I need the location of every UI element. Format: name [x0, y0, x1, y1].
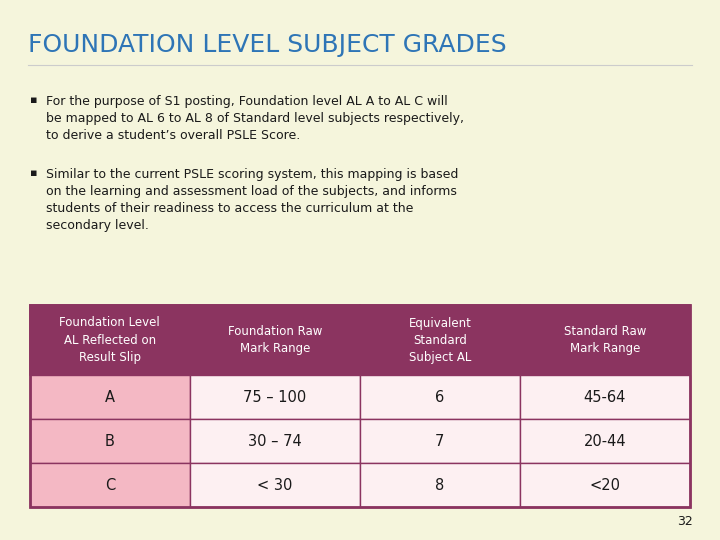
Text: students of their readiness to access the curriculum at the: students of their readiness to access th… — [46, 202, 413, 215]
Text: Standard Raw
Mark Range: Standard Raw Mark Range — [564, 325, 646, 355]
Bar — [520, 305, 690, 375]
Text: ▪: ▪ — [30, 95, 37, 105]
Text: 6: 6 — [435, 389, 444, 404]
Text: For the purpose of S1 posting, Foundation level AL A to AL C will: For the purpose of S1 posting, Foundatio… — [46, 95, 448, 108]
Text: 32: 32 — [678, 515, 693, 528]
Bar — [360, 375, 520, 419]
Bar — [190, 419, 360, 463]
Bar — [520, 419, 690, 463]
Bar — [30, 305, 190, 375]
Text: be mapped to AL 6 to AL 8 of Standard level subjects respectively,: be mapped to AL 6 to AL 8 of Standard le… — [46, 112, 464, 125]
Bar — [190, 305, 360, 375]
Text: Foundation Level
AL Reflected on
Result Slip: Foundation Level AL Reflected on Result … — [60, 316, 161, 363]
Text: 45-64: 45-64 — [584, 389, 626, 404]
Text: 8: 8 — [435, 477, 444, 492]
Bar — [30, 375, 190, 419]
Text: FOUNDATION LEVEL SUBJECT GRADES: FOUNDATION LEVEL SUBJECT GRADES — [28, 33, 507, 57]
Text: <20: <20 — [590, 477, 621, 492]
Bar — [190, 375, 360, 419]
Text: Foundation Raw
Mark Range: Foundation Raw Mark Range — [228, 325, 322, 355]
Text: B: B — [105, 434, 114, 449]
Text: ▪: ▪ — [30, 168, 37, 178]
Bar — [520, 463, 690, 507]
Text: secondary level.: secondary level. — [46, 219, 149, 232]
Text: Similar to the current PSLE scoring system, this mapping is based: Similar to the current PSLE scoring syst… — [46, 168, 459, 181]
Text: 30 – 74: 30 – 74 — [248, 434, 302, 449]
Bar — [190, 463, 360, 507]
Text: C: C — [104, 477, 115, 492]
Text: 75 – 100: 75 – 100 — [243, 389, 307, 404]
Bar — [360, 305, 520, 375]
Bar — [360, 419, 520, 463]
Bar — [360, 463, 520, 507]
Bar — [30, 463, 190, 507]
Text: Equivalent
Standard
Subject AL: Equivalent Standard Subject AL — [408, 316, 472, 363]
Text: < 30: < 30 — [257, 477, 292, 492]
Text: 7: 7 — [435, 434, 444, 449]
Bar — [30, 419, 190, 463]
Bar — [30, 305, 690, 507]
Text: 20-44: 20-44 — [583, 434, 626, 449]
Text: to derive a student’s overall PSLE Score.: to derive a student’s overall PSLE Score… — [46, 129, 300, 142]
Bar — [520, 375, 690, 419]
Text: A: A — [105, 389, 115, 404]
Text: on the learning and assessment load of the subjects, and informs: on the learning and assessment load of t… — [46, 185, 457, 198]
